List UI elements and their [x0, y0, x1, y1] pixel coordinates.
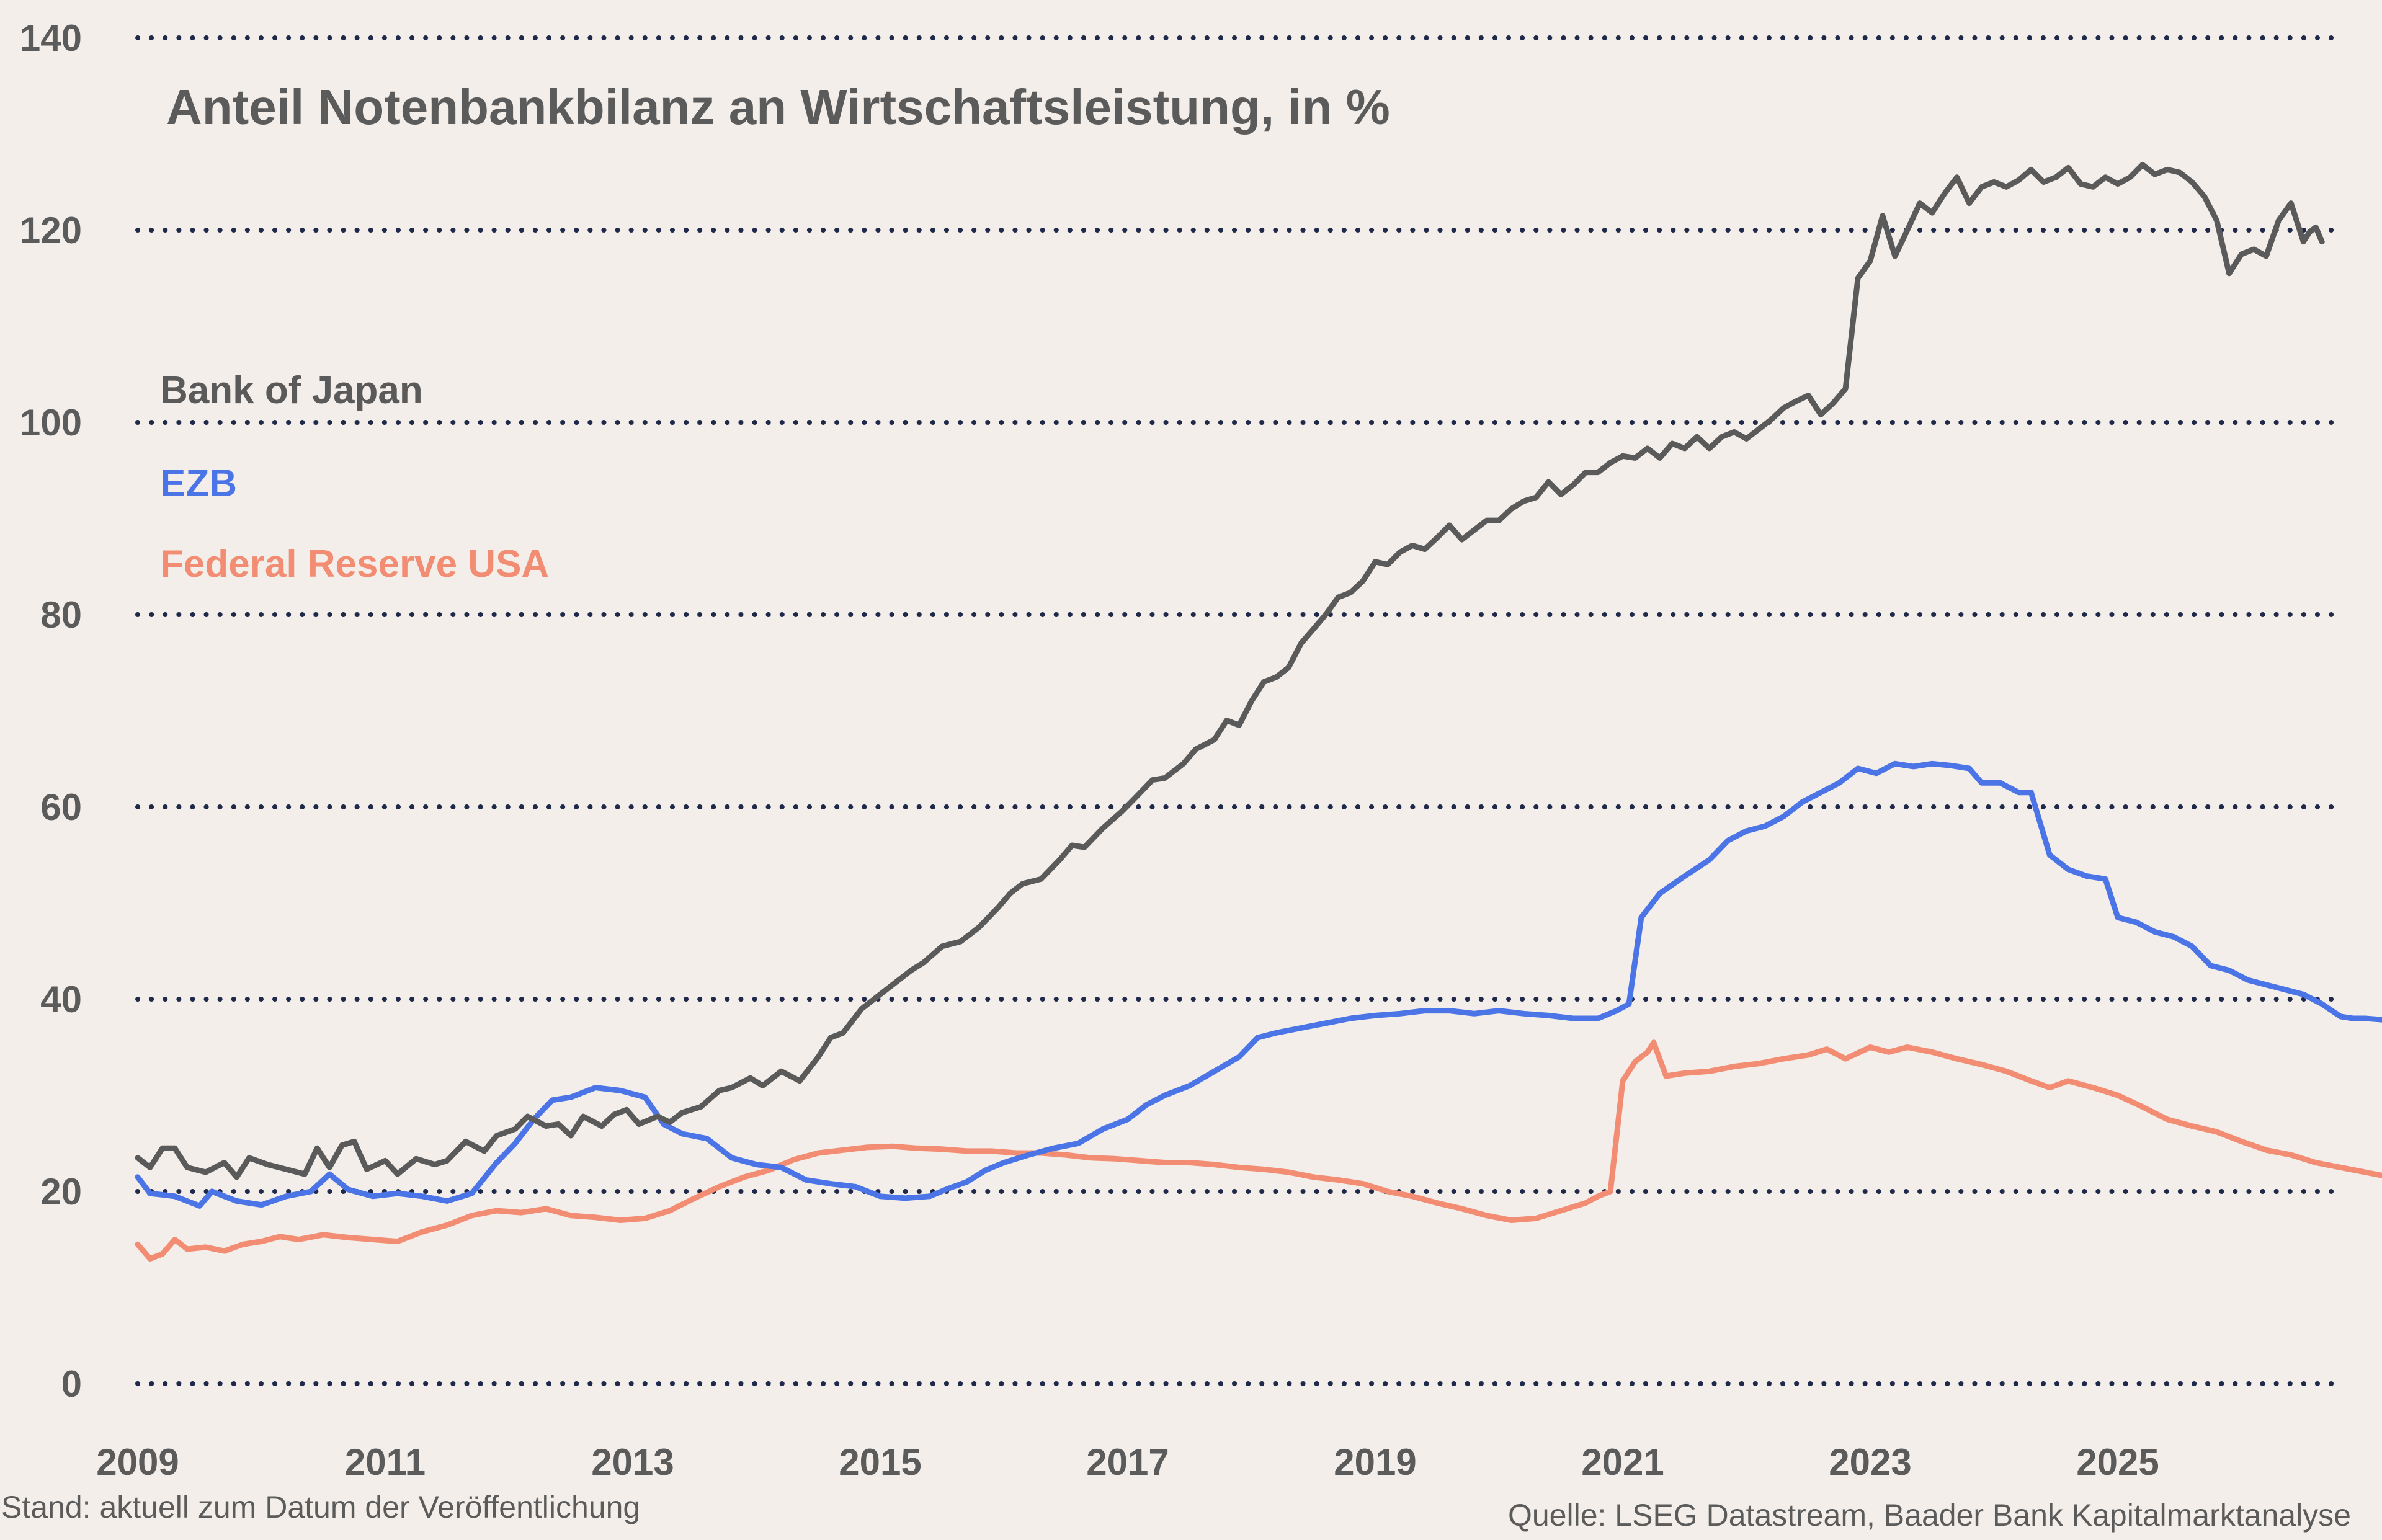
legend-label-bank-of-japan: Bank of Japan — [160, 369, 423, 412]
x-tick-label: 2025 — [2076, 1441, 2159, 1483]
x-axis-tick-labels: 2009 2011 2013 2015 2017 2019 2021 2023 2025 — [96, 1441, 2159, 1483]
chart-title: Anteil Notenbankbilanz an Wirtschaftslei… — [166, 79, 1390, 135]
legend-label-ezb: EZB — [160, 462, 237, 505]
x-tick-label: 2019 — [1334, 1441, 1416, 1483]
series-line-federal-reserve-usa — [135, 1039, 2382, 1262]
footnote-source: Quelle: LSEG Datastream, Baader Bank Kap… — [1508, 1498, 2351, 1533]
x-tick-label: 2011 — [345, 1441, 426, 1483]
y-tick-label: 100 — [20, 402, 82, 443]
series-lines — [135, 162, 2382, 1262]
x-tick-label: 2023 — [1829, 1441, 1911, 1483]
y-tick-label: 140 — [20, 17, 82, 59]
y-tick-label: 0 — [61, 1363, 82, 1405]
x-tick-label: 2015 — [839, 1441, 921, 1483]
x-tick-label: 2017 — [1086, 1441, 1169, 1483]
y-tick-label: 40 — [40, 979, 82, 1020]
x-tick-label: 2021 — [1581, 1441, 1664, 1483]
y-tick-label: 80 — [40, 594, 82, 636]
y-tick-label: 60 — [40, 786, 82, 828]
y-tick-label: 20 — [40, 1171, 82, 1213]
series-line-bank-of-japan — [135, 162, 2325, 1180]
gridlines — [135, 35, 2347, 1386]
series-line-ezb — [135, 760, 2382, 1209]
y-axis-tick-labels: 0 20 40 60 80 100 120 140 — [20, 17, 82, 1405]
x-tick-label: 2009 — [96, 1441, 179, 1483]
x-tick-label: 2013 — [591, 1441, 674, 1483]
footnote-date: Stand: aktuell zum Datum der Veröffentli… — [1, 1490, 640, 1524]
y-tick-label: 120 — [20, 210, 82, 251]
legend-label-federal-reserve: Federal Reserve USA — [160, 543, 549, 585]
